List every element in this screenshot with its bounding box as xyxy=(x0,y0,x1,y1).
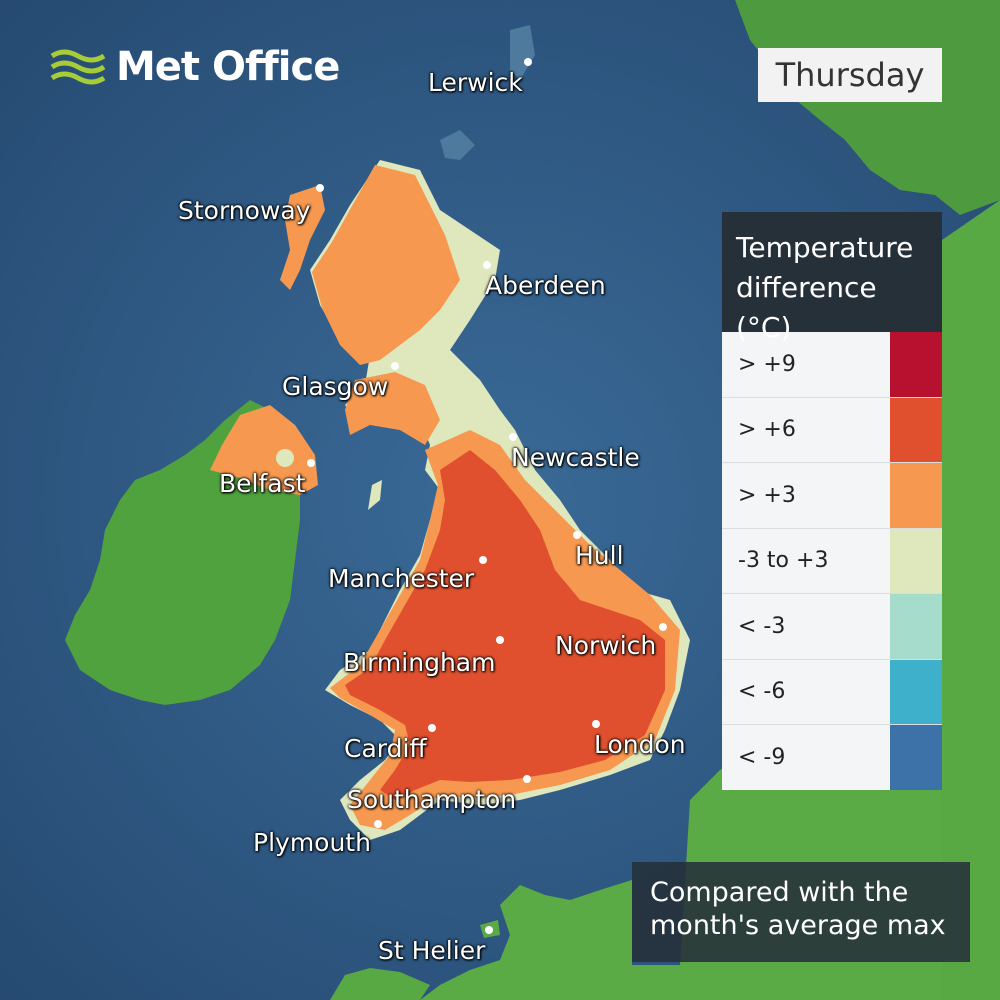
legend-row: > +3 xyxy=(722,462,942,528)
city-dot xyxy=(428,724,436,732)
scotland-warm xyxy=(312,165,460,365)
city-dot xyxy=(485,926,493,934)
city-label: Stornoway xyxy=(178,196,311,225)
legend-label: -3 to +3 xyxy=(738,548,829,574)
city-dot xyxy=(509,433,517,441)
legend-swatch xyxy=(890,332,942,397)
city-label: Southampton xyxy=(347,785,517,814)
day-badge: Thursday xyxy=(758,48,942,102)
city-dot xyxy=(524,58,532,66)
legend-row: < -9 xyxy=(722,724,942,790)
legend-swatch xyxy=(890,725,942,790)
city-dot xyxy=(479,556,487,564)
city-label: Lerwick xyxy=(428,68,523,97)
city-label: Newcastle xyxy=(511,443,640,472)
city-label: Manchester xyxy=(328,564,475,593)
legend-row: < -6 xyxy=(722,658,942,724)
city-dot xyxy=(573,531,581,539)
city-dot xyxy=(592,720,600,728)
met-office-waves-icon xyxy=(50,49,106,85)
city-dot xyxy=(523,775,531,783)
legend-title-line: Temperature xyxy=(736,231,914,264)
legend-swatch xyxy=(890,397,942,462)
legend-label: > +9 xyxy=(738,351,796,377)
city-label: Cardiff xyxy=(344,734,427,763)
legend-label: < -3 xyxy=(738,613,786,639)
legend-row: < -3 xyxy=(722,593,942,659)
legend-swatch xyxy=(890,463,942,528)
met-office-logo: Met Office xyxy=(50,44,340,90)
city-label: Plymouth xyxy=(253,828,371,857)
city-dot xyxy=(307,459,315,467)
city-dot xyxy=(391,362,399,370)
legend-row: > +9 xyxy=(722,332,942,397)
brittany-land xyxy=(330,968,430,1000)
city-dot xyxy=(374,820,382,828)
shetland xyxy=(510,25,535,80)
scotland-warm-central xyxy=(345,372,440,445)
legend-swatch xyxy=(890,594,942,659)
legend-swatch xyxy=(890,528,942,593)
legend-swatch xyxy=(890,659,942,724)
northern-ireland-warm xyxy=(210,405,318,495)
city-label: Norwich xyxy=(555,631,657,660)
city-label: Hull xyxy=(575,541,624,570)
orkney xyxy=(440,130,475,160)
legend: Temperature difference (°C) > +9 > +6 > … xyxy=(722,212,942,790)
brand-name: Met Office xyxy=(116,44,340,90)
city-label: Birmingham xyxy=(343,648,496,677)
city-dot xyxy=(483,261,491,269)
city-label: St Helier xyxy=(378,936,486,965)
outer-hebrides xyxy=(280,185,325,290)
day-label: Thursday xyxy=(775,56,925,94)
continent-land-east xyxy=(940,200,1000,1000)
city-dot xyxy=(316,184,324,192)
city-label: Belfast xyxy=(219,469,306,498)
legend-label: > +3 xyxy=(738,482,796,508)
legend-rows: > +9 > +6 > +3 -3 to +3 < -3 < -6 < -9 xyxy=(722,332,942,790)
legend-label: < -6 xyxy=(738,679,786,705)
legend-label: > +6 xyxy=(738,417,796,443)
lough-neagh xyxy=(276,449,294,467)
legend-row: > +6 xyxy=(722,396,942,462)
city-label: London xyxy=(594,730,686,759)
legend-title-line: (°C) xyxy=(736,311,792,344)
city-label: Aberdeen xyxy=(485,271,606,300)
legend-title: Temperature difference (°C) xyxy=(722,212,942,344)
city-dot xyxy=(659,623,667,631)
legend-title-line: difference xyxy=(736,271,877,304)
england-hot xyxy=(345,450,665,800)
comparison-note: Compared with the month's average max xyxy=(632,862,970,962)
city-dot xyxy=(496,636,504,644)
city-label: Glasgow xyxy=(282,372,389,401)
isle-of-man xyxy=(368,480,382,510)
legend-row: -3 to +3 xyxy=(722,527,942,593)
legend-label: < -9 xyxy=(738,744,786,770)
